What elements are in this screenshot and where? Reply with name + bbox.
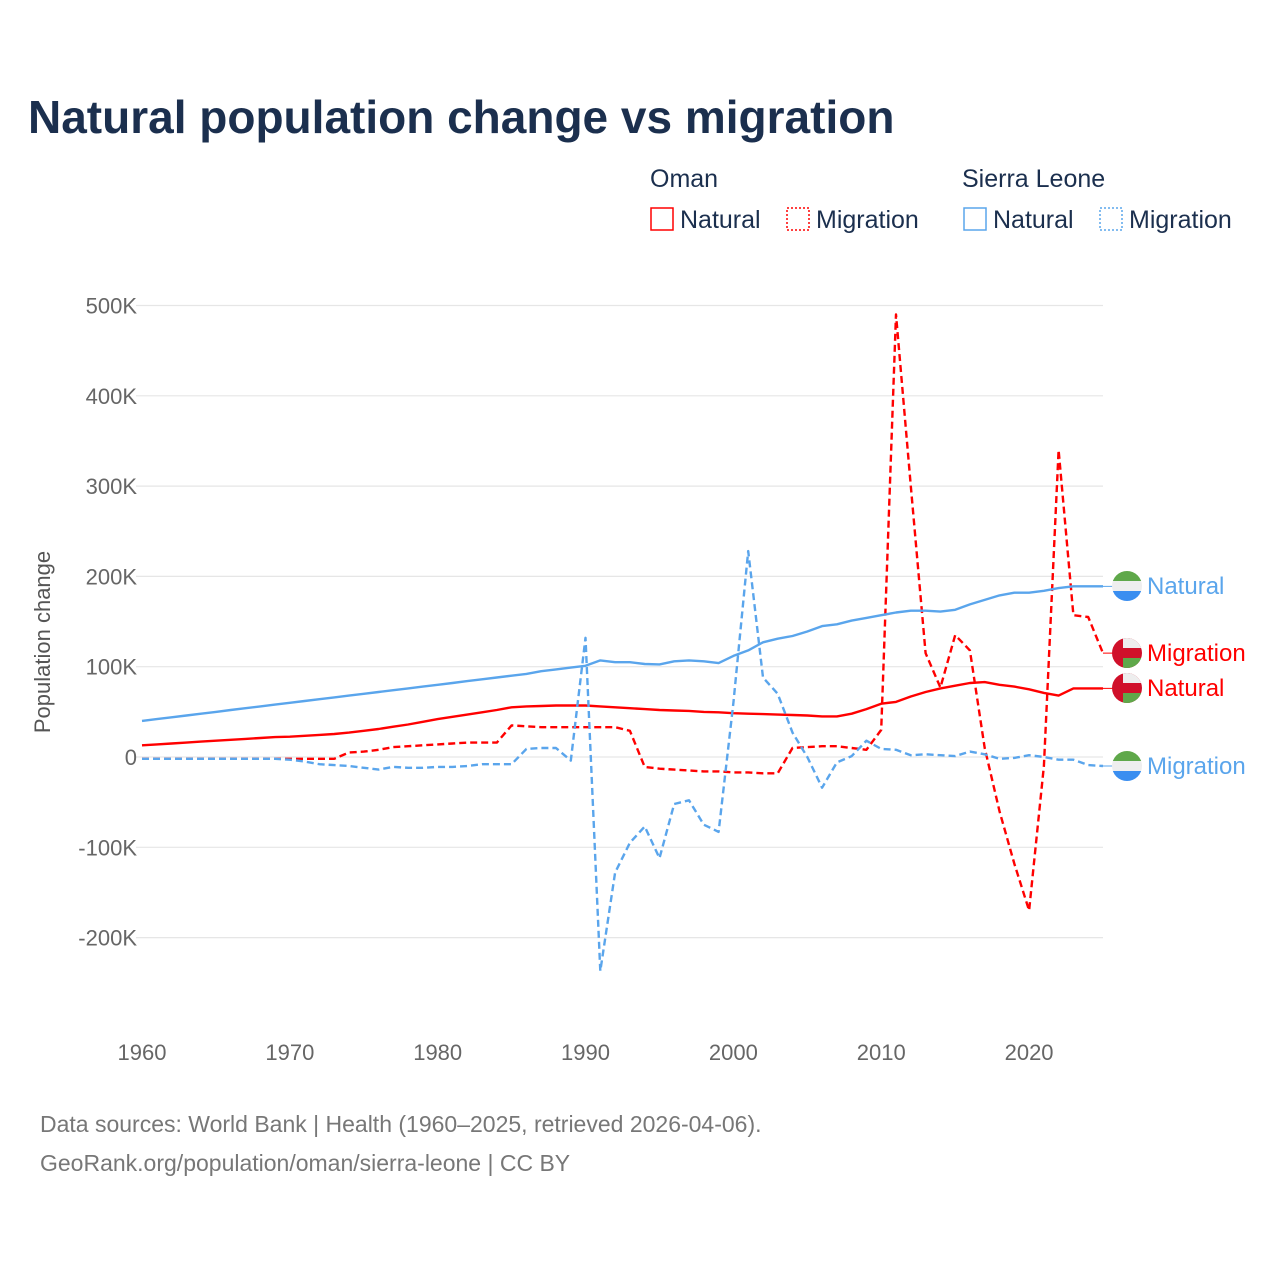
legend-swatch-oman-migration xyxy=(786,207,810,231)
sierra-leone-flag-icon xyxy=(1112,751,1142,781)
series-line-sierra-leone-migration[interactable] xyxy=(142,549,1104,973)
x-tick-label: 2000 xyxy=(709,1040,758,1065)
y-tick-label: 0 xyxy=(125,745,137,770)
legend-swatch-sl-migration xyxy=(1099,207,1123,231)
y-ticks: 500K 400K 300K 200K 100K 0 -100K -200K xyxy=(78,294,137,951)
legend-swatch-sl-natural xyxy=(963,207,987,231)
end-label: Natural xyxy=(1147,573,1224,600)
gridlines xyxy=(136,304,1103,939)
x-tick-label: 1990 xyxy=(561,1040,610,1065)
legend: Oman Natural Migration Sierra Leone Natu… xyxy=(650,165,1232,234)
legend-sl-migration[interactable]: Migration xyxy=(1129,206,1232,234)
legend-group-oman: Oman xyxy=(650,165,718,193)
series-line-sierra-leone-natural[interactable] xyxy=(141,585,1103,723)
x-ticks: 1960 1970 1980 1990 2000 2010 2020 xyxy=(118,1040,1054,1065)
legend-oman-natural[interactable]: Natural xyxy=(680,206,761,234)
end-label: Migration xyxy=(1147,640,1246,667)
y-tick-label: 200K xyxy=(86,564,138,589)
y-tick-label: 300K xyxy=(86,474,138,499)
legend-group-sierra-leone: Sierra Leone xyxy=(962,165,1105,193)
x-tick-label: 1980 xyxy=(413,1040,462,1065)
end-labels: Natural Migration Natural Migration xyxy=(1103,571,1246,781)
legend-sl-natural[interactable]: Natural xyxy=(993,206,1074,234)
footer-sources: Data sources: World Bank | Health (1960–… xyxy=(40,1111,762,1137)
x-tick-label: 1960 xyxy=(118,1040,167,1065)
legend-swatch-oman-natural xyxy=(650,207,674,231)
sierra-leone-flag-icon xyxy=(1112,571,1142,601)
footer-link[interactable]: GeoRank.org/population/oman/sierra-leone… xyxy=(40,1150,570,1176)
end-label: Migration xyxy=(1147,753,1246,780)
series-line-oman-natural[interactable] xyxy=(141,680,1103,747)
y-tick-label: -200K xyxy=(78,926,137,951)
oman-flag-icon xyxy=(1112,673,1142,703)
series-lines xyxy=(141,313,1105,973)
x-tick-label: 2010 xyxy=(857,1040,906,1065)
y-axis-label: Population change xyxy=(30,551,55,733)
legend-oman-migration[interactable]: Migration xyxy=(816,206,919,234)
y-tick-label: -100K xyxy=(78,835,137,860)
end-label: Natural xyxy=(1147,675,1224,702)
chart-title: Natural population change vs migration xyxy=(28,91,894,143)
series-line-oman-migration[interactable] xyxy=(142,313,1105,912)
y-tick-label: 500K xyxy=(86,294,138,319)
oman-flag-icon xyxy=(1112,638,1142,668)
y-tick-label: 100K xyxy=(86,655,138,680)
x-tick-label: 2020 xyxy=(1005,1040,1054,1065)
y-tick-label: 400K xyxy=(86,384,138,409)
x-tick-label: 1970 xyxy=(265,1040,314,1065)
